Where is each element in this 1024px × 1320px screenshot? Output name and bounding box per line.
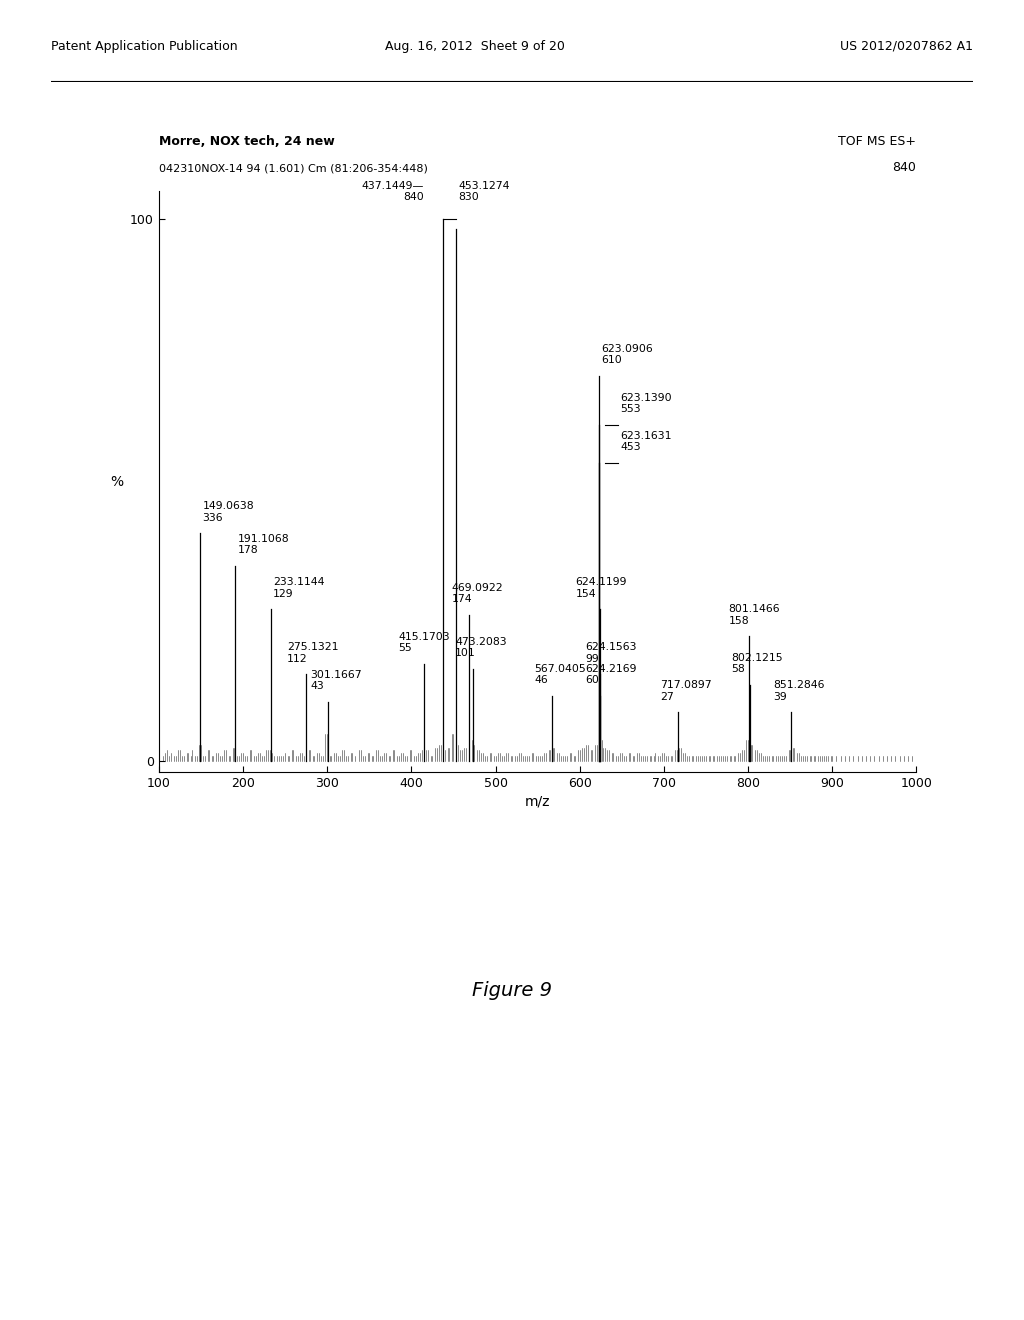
Text: 453.1274
830: 453.1274 830: [459, 181, 510, 202]
Text: 567.0405
46: 567.0405 46: [535, 664, 586, 685]
Text: %: %: [111, 475, 124, 488]
Text: 802.1215
58: 802.1215 58: [731, 653, 783, 675]
Text: 233.1144
129: 233.1144 129: [273, 577, 325, 598]
Text: Figure 9: Figure 9: [472, 981, 552, 999]
Text: 415.1703
55: 415.1703 55: [398, 631, 451, 653]
Text: 624.1199
154: 624.1199 154: [575, 577, 627, 598]
Text: 623.0906
610: 623.0906 610: [601, 345, 653, 366]
Text: 275.1321
112: 275.1321 112: [287, 643, 338, 664]
Text: 042310NOX-14 94 (1.601) Cm (81:206-354:448): 042310NOX-14 94 (1.601) Cm (81:206-354:4…: [159, 164, 428, 174]
Text: US 2012/0207862 A1: US 2012/0207862 A1: [840, 40, 973, 53]
X-axis label: m/z: m/z: [525, 795, 550, 808]
Text: 623.1390
553: 623.1390 553: [621, 393, 672, 414]
Text: 473.2083
101: 473.2083 101: [455, 638, 507, 659]
Text: Patent Application Publication: Patent Application Publication: [51, 40, 238, 53]
Text: 191.1068
178: 191.1068 178: [238, 533, 290, 556]
Text: 624.1563
99: 624.1563 99: [586, 643, 637, 664]
Text: 437.1449—
840: 437.1449— 840: [361, 181, 424, 202]
Text: TOF MS ES+: TOF MS ES+: [839, 135, 916, 148]
Text: 717.0897
27: 717.0897 27: [660, 680, 712, 702]
Text: 624.2169
60: 624.2169 60: [586, 664, 637, 685]
Text: 149.0638
336: 149.0638 336: [203, 502, 254, 523]
Text: 623.1631
453: 623.1631 453: [621, 430, 672, 451]
Text: 840: 840: [893, 161, 916, 174]
Text: Aug. 16, 2012  Sheet 9 of 20: Aug. 16, 2012 Sheet 9 of 20: [385, 40, 565, 53]
Text: Morre, NOX tech, 24 new: Morre, NOX tech, 24 new: [159, 135, 335, 148]
Text: 851.2846
39: 851.2846 39: [773, 680, 825, 702]
Text: 301.1667
43: 301.1667 43: [310, 669, 361, 690]
Text: 469.0922
174: 469.0922 174: [452, 582, 504, 605]
Text: 801.1466
158: 801.1466 158: [729, 605, 780, 626]
